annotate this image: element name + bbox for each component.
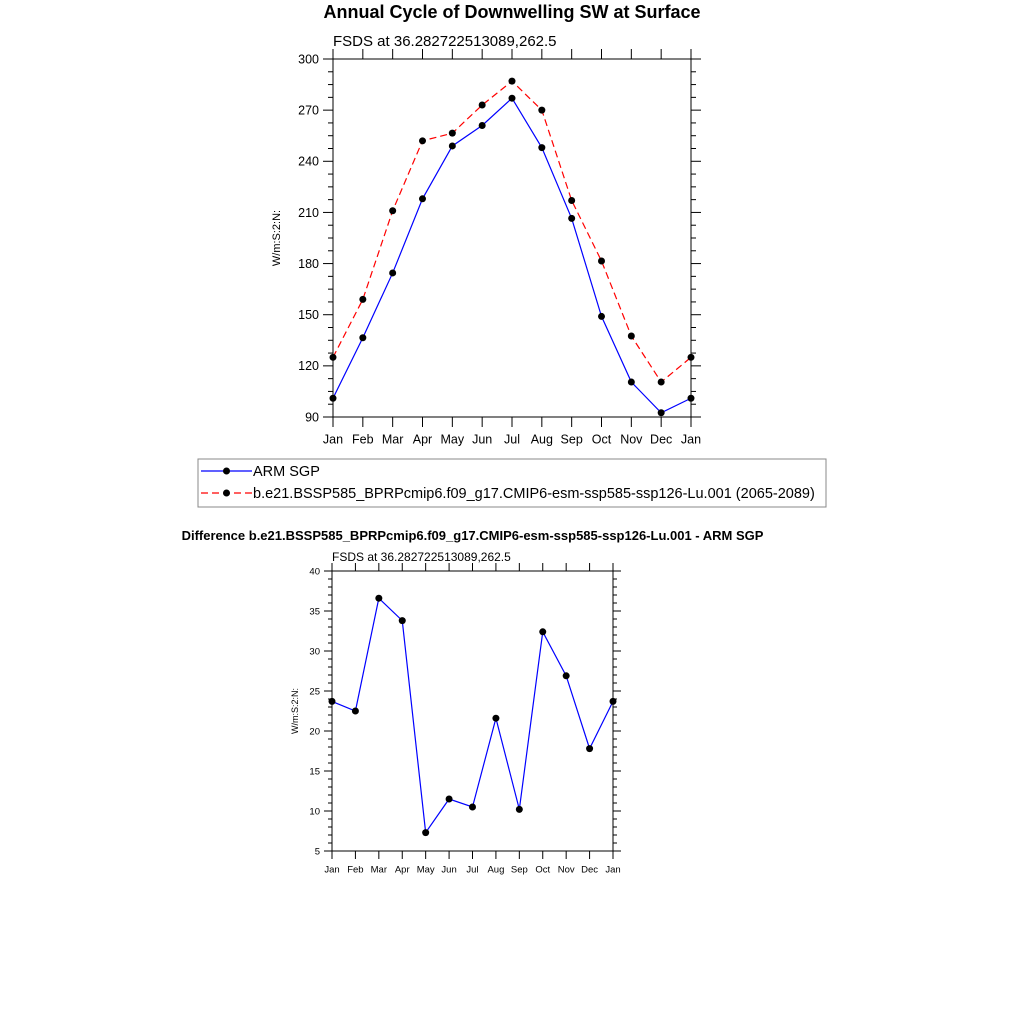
chart-1-ytick-label: 5 xyxy=(315,846,320,857)
chart-1-series-0-line xyxy=(331,597,614,835)
chart-0-series-0-point xyxy=(389,269,397,277)
chart-0-series-0-line xyxy=(332,97,692,414)
chart-1-xtick-label: Aug xyxy=(487,865,504,876)
chart-0-legend-marker-0 xyxy=(223,467,230,475)
chart-0-xtick-label: Aug xyxy=(531,433,553,447)
chart-0-xtick-label: Apr xyxy=(413,433,432,447)
chart-0-xtick-label: Jun xyxy=(472,433,492,447)
chart-1-series-0-point xyxy=(375,594,383,602)
chart-1-subtitle: FSDS at 36.282722513089,262.5 xyxy=(332,550,511,564)
chart-1-series-0-point xyxy=(609,697,617,705)
chart-0-ytick-label: 210 xyxy=(298,206,319,220)
chart-1-title: Difference b.e21.BSSP585_BPRPcmip6.f09_g… xyxy=(182,528,764,543)
chart-1-xtick-label: May xyxy=(417,865,435,876)
chart-0-series-0-point xyxy=(359,334,367,342)
chart-1-xtick-label: Jan xyxy=(324,865,339,876)
chart-1-xtick-label: Sep xyxy=(511,865,528,876)
chart-0-series-0-point xyxy=(598,312,605,320)
chart-0-series-1-point xyxy=(508,77,516,85)
chart-0-series-1-point xyxy=(657,378,665,386)
chart-1-ytick-label: 40 xyxy=(309,566,320,577)
chart-0-series-1-point xyxy=(598,257,605,265)
chart-0-legend-marker-1 xyxy=(223,489,230,497)
chart-0-ytick-label: 150 xyxy=(298,308,319,322)
chart-0-ytick-label: 270 xyxy=(298,104,319,118)
chart-0-series-1-point xyxy=(448,129,456,137)
chart-0-series-0-point xyxy=(687,394,695,402)
chart-0-series-1-point xyxy=(329,353,337,361)
chart-0-series-1-point xyxy=(687,353,695,361)
chart-0-xtick-label: Oct xyxy=(592,433,612,447)
chart-0-series-1-point xyxy=(478,101,486,109)
chart-0-xtick-label: Feb xyxy=(352,433,374,447)
chart-1-ytick-label: 30 xyxy=(309,646,320,657)
chart-1-xtick-label: Apr xyxy=(395,865,410,876)
chart-0-legend-label-1: b.e21.BSSP585_BPRPcmip6.f09_g17.CMIP6-es… xyxy=(253,486,815,502)
chart-1-series-0-point xyxy=(539,628,547,636)
chart-0-xtick-label: Jan xyxy=(681,433,701,447)
chart-0-xtick-label: Mar xyxy=(382,433,404,447)
chart-0-series-0-point xyxy=(657,409,665,417)
chart-1-ytick-label: 25 xyxy=(309,686,320,697)
chart-1-xtick-label: Feb xyxy=(347,865,363,876)
chart-1-series-0-point xyxy=(328,697,336,705)
chart-1-series-0-point xyxy=(398,617,406,625)
chart-0-ytick-label: 120 xyxy=(298,359,319,373)
chart-0-series-1-line xyxy=(332,80,692,383)
chart-0-xtick-label: Dec xyxy=(650,433,672,447)
chart-0-legend-box xyxy=(197,458,827,508)
chart-0-series-0-point xyxy=(538,144,546,152)
chart-1-series-0-point xyxy=(562,672,570,680)
chart-0-series-1-point xyxy=(568,196,576,204)
chart-0-xtick-label: May xyxy=(441,433,465,447)
chart-1-series-0-point xyxy=(515,805,523,813)
chart-0-xtick-label: Nov xyxy=(620,433,643,447)
chart-0-subtitle: FSDS at 36.282722513089,262.5 xyxy=(333,33,557,50)
chart-1-ylabel: W/m:S:2:N: xyxy=(290,688,300,734)
chart-0-ylabel: W/m:S:2:N: xyxy=(271,210,283,266)
chart-1-xtick-label: Jun xyxy=(441,865,456,876)
chart-1-ytick-label: 10 xyxy=(309,806,320,817)
chart-1-xtick-label: Jan xyxy=(605,865,620,876)
chart-1-series-0-point xyxy=(422,829,430,837)
chart-0-ytick-label: 180 xyxy=(298,257,319,271)
chart-0-series-0-point xyxy=(478,121,486,129)
chart-0-xtick-label: Jul xyxy=(504,433,520,447)
chart-0-series-0-point xyxy=(329,394,337,402)
chart-0-series-1-point xyxy=(627,332,635,340)
chart-1-ytick-label: 15 xyxy=(309,766,320,777)
chart-0-series-0-point xyxy=(508,94,516,102)
chart-1-ytick-label: 20 xyxy=(309,726,320,737)
chart-0-legend-label-0: ARM SGP xyxy=(253,464,320,480)
chart-0-title: Annual Cycle of Downwelling SW at Surfac… xyxy=(323,2,700,22)
chart-1-series-0-point xyxy=(351,707,359,715)
chart-0-series-1-point xyxy=(419,137,426,145)
chart-1-series-0-point xyxy=(469,803,476,811)
chart-0-series-1-point xyxy=(538,106,546,114)
chart-1-xtick-label: Oct xyxy=(535,865,550,876)
chart-0-series-0-point xyxy=(627,378,635,386)
chart-1-xtick-label: Nov xyxy=(558,865,575,876)
chart-1-series-0-point xyxy=(445,795,453,803)
chart-1-series-0-point xyxy=(492,714,500,722)
chart-0-series-1-point xyxy=(389,207,397,215)
chart-0-ytick-label: 300 xyxy=(298,52,319,66)
chart-1-xtick-label: Mar xyxy=(371,865,387,876)
chart-1-ytick-label: 35 xyxy=(309,606,320,617)
chart-0-plot-frame xyxy=(332,58,692,418)
chart-0-series-0-point xyxy=(568,214,576,222)
chart-0-ytick-label: 90 xyxy=(305,410,319,424)
chart-1-xtick-label: Dec xyxy=(581,865,598,876)
chart-0-series-0-point xyxy=(448,142,456,150)
chart-0-xtick-label: Sep xyxy=(561,433,583,447)
chart-1-series-0-point xyxy=(586,745,594,753)
chart-0-ytick-label: 240 xyxy=(298,155,319,169)
chart-0-xtick-label: Jan xyxy=(323,433,343,447)
chart-0-series-1-point xyxy=(359,295,367,303)
chart-0-series-0-point xyxy=(419,195,426,203)
chart-1-xtick-label: Jul xyxy=(466,865,478,876)
